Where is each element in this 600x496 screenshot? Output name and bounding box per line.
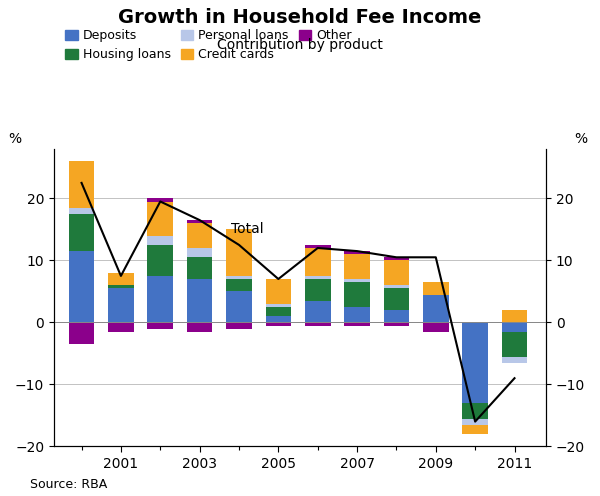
Bar bbox=[226, 292, 252, 322]
Bar bbox=[226, 279, 252, 292]
Bar bbox=[148, 201, 173, 236]
Bar bbox=[344, 307, 370, 322]
Bar bbox=[226, 276, 252, 279]
Bar bbox=[463, 425, 488, 434]
Bar bbox=[463, 322, 488, 403]
Bar bbox=[266, 316, 291, 322]
Bar bbox=[502, 310, 527, 322]
Bar bbox=[266, 307, 291, 316]
Text: %: % bbox=[574, 132, 587, 146]
Bar bbox=[463, 403, 488, 419]
Bar bbox=[305, 301, 331, 322]
Bar bbox=[305, 245, 331, 248]
Bar bbox=[423, 322, 449, 332]
Bar bbox=[344, 282, 370, 307]
Bar bbox=[69, 251, 94, 322]
Bar bbox=[69, 161, 94, 208]
Bar bbox=[383, 288, 409, 310]
Bar bbox=[344, 251, 370, 254]
Bar bbox=[305, 279, 331, 301]
Bar bbox=[344, 279, 370, 282]
Bar bbox=[463, 419, 488, 425]
Bar bbox=[226, 230, 252, 276]
Bar bbox=[502, 332, 527, 357]
Text: Growth in Household Fee Income: Growth in Household Fee Income bbox=[118, 8, 482, 27]
Bar bbox=[187, 220, 212, 223]
Bar bbox=[148, 276, 173, 322]
Bar bbox=[266, 322, 291, 325]
Bar bbox=[69, 322, 94, 344]
Bar bbox=[187, 279, 212, 322]
Bar bbox=[187, 248, 212, 257]
Bar bbox=[187, 257, 212, 279]
Bar bbox=[423, 295, 449, 322]
Bar bbox=[226, 322, 252, 329]
Bar bbox=[383, 260, 409, 285]
Bar bbox=[383, 310, 409, 322]
Bar bbox=[148, 245, 173, 276]
Bar bbox=[108, 273, 134, 285]
Bar bbox=[423, 282, 449, 295]
Legend: Deposits, Housing loans, Personal loans, Credit cards, Other: Deposits, Housing loans, Personal loans,… bbox=[60, 24, 356, 66]
Bar bbox=[383, 322, 409, 325]
Text: Contribution by product: Contribution by product bbox=[217, 38, 383, 52]
Bar bbox=[266, 304, 291, 307]
Bar bbox=[108, 288, 134, 322]
Bar bbox=[148, 236, 173, 245]
Bar bbox=[187, 322, 212, 332]
Text: Total: Total bbox=[231, 222, 264, 236]
Bar bbox=[148, 198, 173, 201]
Bar bbox=[383, 257, 409, 260]
Bar bbox=[502, 357, 527, 363]
Bar bbox=[305, 276, 331, 279]
Text: Source: RBA: Source: RBA bbox=[30, 478, 107, 491]
Bar bbox=[187, 223, 212, 248]
Bar bbox=[344, 322, 370, 325]
Bar bbox=[108, 322, 134, 332]
Bar bbox=[69, 208, 94, 214]
Bar bbox=[383, 285, 409, 288]
Bar bbox=[266, 279, 291, 304]
Bar bbox=[344, 254, 370, 279]
Bar bbox=[148, 322, 173, 329]
Bar bbox=[108, 285, 134, 288]
Bar bbox=[305, 248, 331, 276]
Bar bbox=[305, 322, 331, 325]
Bar bbox=[502, 322, 527, 332]
Text: %: % bbox=[8, 132, 21, 146]
Bar bbox=[69, 214, 94, 251]
